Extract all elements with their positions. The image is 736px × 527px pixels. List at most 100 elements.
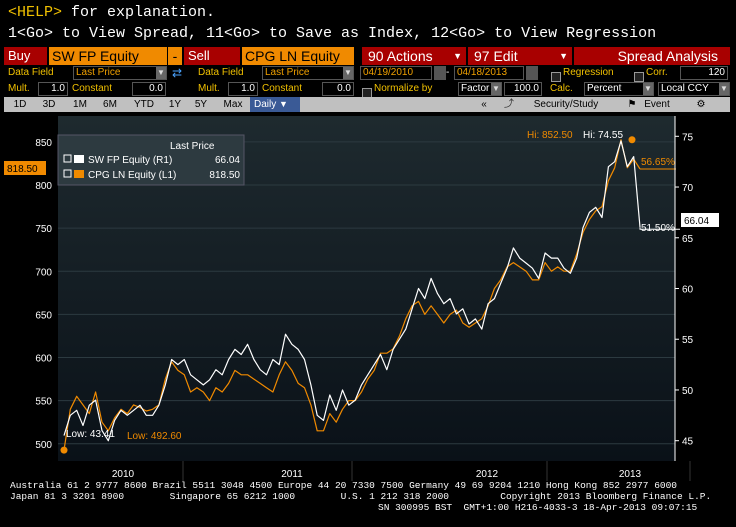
tab-1y[interactable]: 1Y xyxy=(168,99,182,110)
sell-button[interactable]: Sell xyxy=(184,47,240,65)
tab-6m[interactable]: 6M xyxy=(103,99,117,110)
edit-menu[interactable]: 97 Edit ▼ xyxy=(468,47,572,65)
constant-input-2[interactable]: 0.0 xyxy=(322,82,354,96)
corr-input[interactable]: 120 xyxy=(680,66,728,80)
period-select[interactable]: Daily ▼ xyxy=(250,97,300,112)
mult-label-2: Mult. xyxy=(198,83,220,94)
constant-label-1: Constant xyxy=(72,83,113,94)
right-axis-tick-label: 65 xyxy=(682,234,694,245)
legend-checkbox-1[interactable] xyxy=(63,154,72,163)
left-axis-tick-label: 800 xyxy=(35,181,52,192)
factor-value-label: Factor xyxy=(461,83,490,94)
tab-5y[interactable]: 5Y xyxy=(194,99,208,110)
legend-series-2-name: CPG LN Equity (L1) xyxy=(88,170,176,181)
help-text: for explanation. xyxy=(62,4,216,21)
chevron-down-icon: ▼ xyxy=(279,99,288,109)
gear-icon[interactable]: ⚙ xyxy=(696,99,706,110)
currency-select[interactable]: Local CCY ▼ xyxy=(658,82,730,96)
calc-value: Percent xyxy=(587,83,622,94)
period-value: Daily xyxy=(254,99,277,110)
collapse-icon[interactable]: « xyxy=(481,99,487,110)
left-axis-tick-label: 850 xyxy=(35,138,52,149)
right-last-tag-text: 66.04 xyxy=(684,216,709,227)
actions-menu[interactable]: 90 Actions ▼ xyxy=(362,47,466,65)
data-field-value-1: Last Price xyxy=(76,67,121,78)
event-button[interactable]: Event xyxy=(644,99,670,110)
legend-series-1-name: SW FP Equity (R1) xyxy=(88,155,172,166)
pct-high-label: 56.65% xyxy=(641,157,675,168)
spread-chart: 500 550 600 650 700 750 800 850 45 50 55 60 65 70 75 20… xyxy=(0,113,736,487)
tab-max[interactable]: Max xyxy=(223,99,243,110)
tab-3d[interactable]: 3D xyxy=(42,99,56,110)
grid-lines xyxy=(58,141,675,445)
minus-operator[interactable]: - xyxy=(168,47,182,65)
chart-line-icon: ⤴ xyxy=(504,99,514,110)
x-axis-label-2010: 2010 xyxy=(112,469,135,480)
x-axis-label-2013: 2013 xyxy=(619,469,642,480)
corr-checkbox[interactable] xyxy=(634,68,644,86)
legend-series-2-value: 818.50 xyxy=(209,170,240,181)
x-axis-label-2011: 2011 xyxy=(281,469,303,480)
hi-right-label: Hi: 74.55 xyxy=(583,130,623,141)
right-axis-tick-label: 70 xyxy=(682,183,694,194)
mult-input-1[interactable]: 1.0 xyxy=(38,82,68,96)
constant-input-1[interactable]: 0.0 xyxy=(132,82,166,96)
swap-icon[interactable]: ⇄ xyxy=(172,66,183,80)
right-axis-tick-label: 45 xyxy=(682,437,694,448)
calc-label: Calc. xyxy=(550,83,573,94)
series-line-sw xyxy=(63,140,641,442)
chevron-down-icon: ▼ xyxy=(719,83,729,95)
hi-left-label: Hi: 852.50 xyxy=(527,130,573,141)
chevron-down-icon: ▼ xyxy=(156,67,166,79)
right-axis-tick-label: 50 xyxy=(682,386,694,397)
legend-swatch-2 xyxy=(74,170,84,178)
regression-checkbox[interactable] xyxy=(551,68,561,86)
ticker2-input[interactable]: CPG LN Equity xyxy=(242,47,354,65)
left-axis-tick-label: 700 xyxy=(35,267,52,278)
left-axis-tick-label: 600 xyxy=(35,354,52,365)
checkbox-icon xyxy=(551,71,561,82)
tab-ytd[interactable]: YTD xyxy=(134,99,154,110)
right-axis-tick-label: 55 xyxy=(682,335,694,346)
data-field-select-2[interactable]: Last Price ▼ xyxy=(262,66,354,80)
legend-checkbox-2[interactable] xyxy=(63,169,72,178)
regression-label: Regression xyxy=(563,67,614,78)
constant-label-2: Constant xyxy=(262,83,303,94)
event-icon: ⚑ xyxy=(627,99,637,110)
legend: Last Price SW FP Equity (R1) 66.04 CPG L… xyxy=(57,134,245,186)
checkbox-icon xyxy=(634,71,644,82)
period-tab-bar xyxy=(4,97,730,112)
data-field-label-2: Data Field xyxy=(198,67,244,78)
calendar-icon[interactable] xyxy=(526,66,538,80)
normalize-label: Normalize by xyxy=(374,83,433,94)
security-study-button[interactable]: Security/Study xyxy=(533,99,599,110)
data-field-select-1[interactable]: Last Price ▼ xyxy=(73,66,167,80)
buy-button[interactable]: Buy xyxy=(4,47,47,65)
chevron-down-icon: ▼ xyxy=(643,83,653,95)
series-group xyxy=(60,136,680,454)
left-axis-tick-label: 650 xyxy=(35,310,52,321)
calendar-icon[interactable] xyxy=(434,66,446,80)
ticker1-input[interactable]: SW FP Equity xyxy=(49,47,167,65)
chevron-down-icon: ▼ xyxy=(343,67,353,79)
factor-input[interactable]: 100.0 xyxy=(504,82,542,96)
help-key[interactable]: <HELP> xyxy=(8,4,63,21)
pct-low-label: 51.50% xyxy=(641,223,675,234)
left-last-tag xyxy=(4,161,46,175)
edit-label: 97 Edit xyxy=(474,48,518,64)
footer-line-1: Australia 61 2 9777 8600 Brazil 5511 304… xyxy=(10,480,678,491)
tab-1m[interactable]: 1M xyxy=(73,99,87,110)
x-axis-label-2012: 2012 xyxy=(476,469,499,480)
mult-input-2[interactable]: 1.0 xyxy=(228,82,258,96)
calc-select[interactable]: Percent ▼ xyxy=(584,82,654,96)
footer-line-3: SN 300995 BST GMT+1:00 H216-4033-3 18-Ap… xyxy=(378,502,698,513)
left-last-tag-text: 818.50 xyxy=(7,164,38,175)
legend-swatch-1 xyxy=(74,155,84,163)
start-date-input[interactable]: 04/19/2010 xyxy=(360,66,432,80)
factor-select[interactable]: Factor ▼ xyxy=(458,82,502,96)
data-field-label-1: Data Field xyxy=(8,67,54,78)
end-date-input[interactable]: 04/18/2013 xyxy=(454,66,524,80)
tab-1d[interactable]: 1D xyxy=(13,99,27,110)
footer-line-2: Japan 81 3 3201 8900 Singapore 65 6212 1… xyxy=(10,491,712,502)
left-axis-tick-label: 750 xyxy=(35,224,52,235)
